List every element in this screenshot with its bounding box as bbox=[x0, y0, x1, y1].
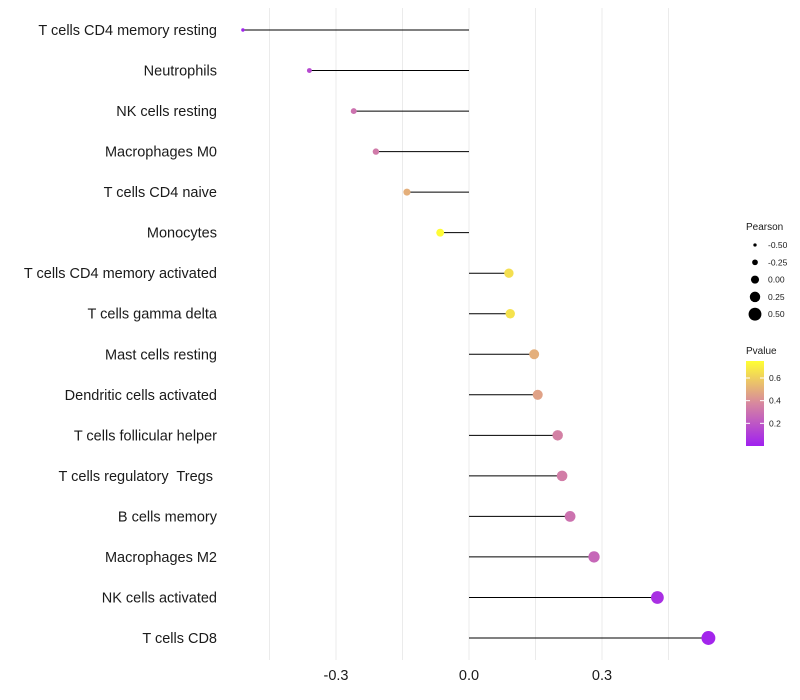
lollipop-point bbox=[350, 108, 357, 115]
y-axis-label: B cells memory bbox=[118, 509, 218, 525]
y-axis-label: NK cells resting bbox=[116, 104, 217, 120]
legend-pvalue-label: 0.4 bbox=[769, 396, 781, 406]
x-axis-tick-label: 0.3 bbox=[592, 668, 612, 684]
y-axis-label: T cells CD8 bbox=[142, 631, 217, 647]
legend-pearson-key bbox=[752, 259, 758, 266]
y-axis-label: T cells follicular helper bbox=[74, 428, 217, 444]
lollipop-point bbox=[403, 188, 411, 196]
y-axis-label: Mast cells resting bbox=[105, 347, 217, 363]
y-axis-label: T cells CD4 naive bbox=[104, 185, 217, 201]
y-axis-label: Dendritic cells activated bbox=[65, 388, 217, 404]
y-axis-label: Neutrophils bbox=[144, 64, 217, 80]
y-axis-label: T cells gamma delta bbox=[88, 307, 218, 323]
lollipop-point bbox=[552, 430, 563, 441]
lollipop-point bbox=[564, 511, 576, 522]
lollipop-point bbox=[372, 148, 380, 155]
legend-pearson-label: -0.25 bbox=[768, 257, 788, 267]
lollipop-point bbox=[505, 309, 515, 319]
lollipop-point bbox=[588, 551, 600, 563]
lollipop-point bbox=[701, 631, 716, 645]
lollipop-point bbox=[241, 28, 245, 32]
legend-pvalue-label: 0.2 bbox=[769, 418, 781, 428]
x-axis-ticks: -0.3 0.0 0.3 bbox=[324, 668, 613, 684]
y-axis-label: Macrophages M0 bbox=[105, 145, 217, 161]
y-axis-label: NK cells activated bbox=[102, 590, 217, 606]
legend-pvalue-label: 0.6 bbox=[769, 373, 781, 383]
legend-pvalue-colorbar bbox=[746, 361, 764, 446]
legend-pearson-label: -0.50 bbox=[768, 240, 788, 250]
grid-layer bbox=[269, 8, 669, 660]
legend-pearson-key bbox=[748, 307, 762, 321]
y-axis-labels: T cells CD4 memory resting Neutrophils NK … bbox=[24, 23, 218, 647]
legend-pearson-key bbox=[749, 291, 761, 303]
legend-pearson-key bbox=[750, 275, 760, 284]
lollipop-point bbox=[532, 389, 543, 400]
lollipop-point bbox=[436, 228, 445, 237]
lollipop-point bbox=[504, 268, 514, 278]
legend-pearson: Pearson -0.50 -0.25 0.00 0.25 0.50 bbox=[746, 222, 788, 321]
legend-pearson-label: 0.50 bbox=[768, 309, 785, 319]
legend-pearson-title: Pearson bbox=[746, 222, 783, 233]
y-axis-label: T cells regulatory Tregs bbox=[59, 469, 218, 485]
y-axis-label: Monocytes bbox=[147, 226, 217, 242]
y-axis-label: T cells CD4 memory activated bbox=[24, 266, 217, 282]
legend-pvalue: Pvalue 0.2 0.4 0.6 bbox=[746, 346, 781, 446]
x-axis-tick-label: -0.3 bbox=[324, 668, 349, 684]
legend-pearson-label: 0.00 bbox=[768, 275, 785, 285]
legend-pearson-label: 0.25 bbox=[768, 292, 785, 302]
lollipop-point bbox=[556, 470, 568, 482]
point-layer bbox=[241, 28, 716, 645]
lollipop-point bbox=[306, 68, 312, 73]
x-axis-tick-label: 0.0 bbox=[459, 668, 479, 684]
lollipop-point bbox=[529, 349, 540, 360]
legend-pvalue-title: Pvalue bbox=[746, 346, 777, 357]
stem-layer bbox=[242, 29, 709, 639]
y-axis-label: T cells CD4 memory resting bbox=[38, 23, 217, 39]
y-axis-label: Macrophages M2 bbox=[105, 550, 217, 566]
legend-pearson-key bbox=[753, 243, 757, 247]
lollipop-point bbox=[651, 591, 664, 604]
